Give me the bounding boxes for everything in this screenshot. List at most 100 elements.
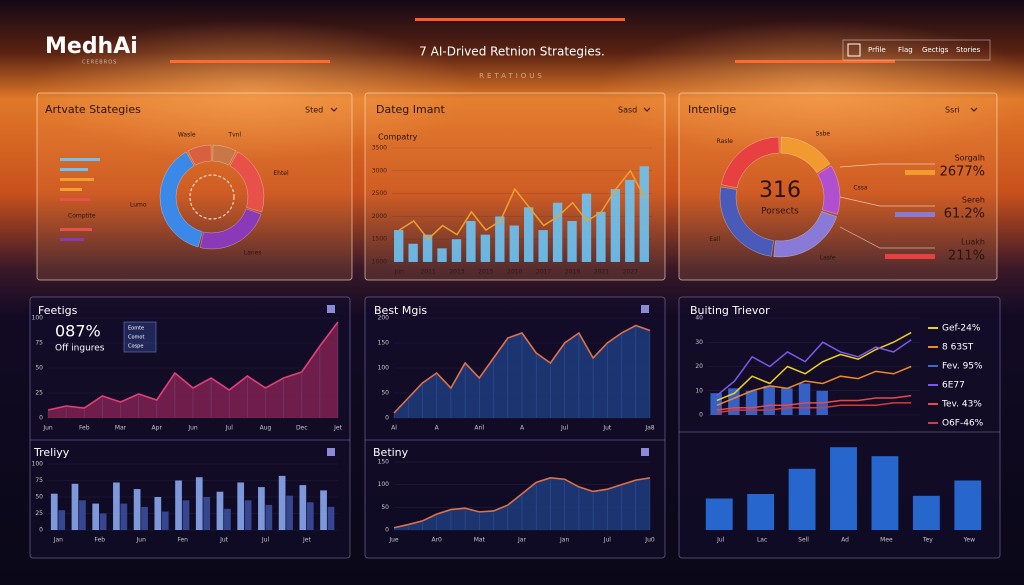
x-tick-label: Fen	[177, 537, 188, 544]
callout-line	[839, 226, 935, 249]
donut-label: Eall	[709, 236, 720, 243]
nav-icon[interactable]	[847, 43, 861, 57]
dropdown-chevron[interactable]	[330, 107, 338, 112]
bar	[871, 456, 899, 530]
line	[716, 394, 912, 411]
y-tick-label: 50	[381, 390, 389, 397]
bar	[509, 225, 519, 262]
nav-bar	[842, 39, 991, 61]
dropdown-chevron[interactable]	[970, 107, 978, 112]
line	[398, 169, 646, 241]
bar	[705, 498, 733, 530]
bar	[747, 494, 775, 530]
nav-item[interactable]: Flag	[898, 46, 913, 54]
legend-swatch	[60, 178, 94, 181]
dropdown[interactable]: Ssri	[945, 106, 960, 115]
panel-icon[interactable]	[641, 448, 649, 456]
panel-icon[interactable]	[327, 305, 335, 313]
bar	[92, 503, 100, 530]
dropdown[interactable]: Sted	[305, 106, 323, 115]
donut-segment	[773, 211, 837, 258]
bar	[710, 393, 722, 415]
nav-item[interactable]: Stories	[956, 46, 981, 54]
bar	[495, 216, 505, 262]
callout-value: 211%	[948, 249, 985, 264]
y-tick-label: 25	[35, 390, 43, 397]
donut-label: Cssa	[853, 184, 867, 191]
dropdown-chevron[interactable]	[643, 107, 651, 112]
donut-label: Lumo	[130, 202, 147, 209]
x-tick-label: Feb	[79, 425, 90, 432]
y-tick-label: 1500	[372, 236, 387, 243]
area-line	[393, 324, 651, 414]
y-tick-label: 100	[32, 461, 44, 468]
x-tick-label: Jul	[603, 537, 612, 544]
x-tick-label: A	[435, 425, 440, 432]
dropdown[interactable]: Sasd	[618, 106, 637, 115]
y-tick-label: 50	[381, 504, 389, 511]
panel-title: Buiting Trievor	[690, 304, 770, 317]
y-tick-label: 40	[695, 315, 703, 322]
bar	[451, 239, 462, 262]
callout-line	[839, 196, 935, 207]
panel	[29, 296, 351, 559]
panel-title: Dateg Imant	[376, 103, 445, 116]
donut-segment	[212, 144, 237, 166]
x-tick-label: Jul	[560, 425, 569, 432]
donut-segment	[187, 144, 212, 166]
x-tick-label: Jut	[602, 425, 612, 432]
bar	[327, 506, 335, 530]
bar	[728, 388, 740, 415]
bar	[237, 482, 245, 530]
bar	[394, 230, 404, 262]
legend-label: Fev. 95%	[942, 362, 983, 372]
light-bar	[170, 60, 330, 63]
y-tick-label: 0	[385, 415, 389, 422]
x-tick-label: Ar0	[431, 537, 442, 544]
nav-item[interactable]: Gectigs	[922, 46, 949, 54]
callout-bar	[905, 170, 935, 175]
x-tick-label: Jun	[42, 425, 53, 432]
y-tick-label: 150	[378, 459, 390, 466]
panel-title: Betiny	[373, 446, 409, 459]
bar	[320, 490, 327, 530]
panel-icon[interactable]	[641, 305, 649, 313]
x-tick-label: Ja8	[644, 425, 654, 432]
y-tick-label: 10	[695, 387, 703, 394]
legend-label: 8 63ST	[942, 343, 974, 353]
nav-item[interactable]: Prfile	[868, 46, 886, 54]
x-tick-label: Lac	[757, 537, 767, 544]
x-tick-label: Yew	[963, 537, 976, 544]
y-tick-label: 0	[699, 412, 703, 419]
legend-box-item: Cospe	[128, 344, 143, 350]
bar	[278, 475, 286, 530]
x-tick-label: Jet	[333, 425, 342, 432]
bar	[50, 493, 58, 530]
x-tick-label: Jun	[136, 537, 147, 544]
bar	[203, 497, 211, 530]
bar	[781, 388, 793, 415]
x-tick-label: Mee	[880, 537, 893, 544]
x-tick-label: 2021	[594, 269, 609, 276]
callout-value: 2677%	[940, 165, 985, 180]
x-tick-label: Apr	[152, 425, 163, 432]
y-tick-label: 25	[35, 510, 43, 517]
legend-swatch	[60, 198, 90, 201]
x-tick-label: 2015	[478, 269, 493, 276]
callout-bar	[895, 212, 935, 217]
glow	[30, 20, 470, 160]
bar	[58, 510, 66, 530]
bar	[581, 193, 592, 262]
line	[716, 402, 912, 414]
bar	[639, 166, 649, 262]
y-tick-label: 0	[385, 527, 389, 534]
donut-segment	[159, 151, 203, 248]
bar	[912, 495, 940, 530]
bar	[798, 383, 811, 415]
glow	[600, 20, 1024, 160]
panel	[678, 296, 1001, 559]
page-subtitle: RETATIOUS	[479, 72, 545, 80]
panel-icon[interactable]	[327, 448, 335, 456]
bar	[625, 179, 635, 262]
page-title: 7 AI-Drived Retnion Strategies.	[419, 45, 605, 59]
